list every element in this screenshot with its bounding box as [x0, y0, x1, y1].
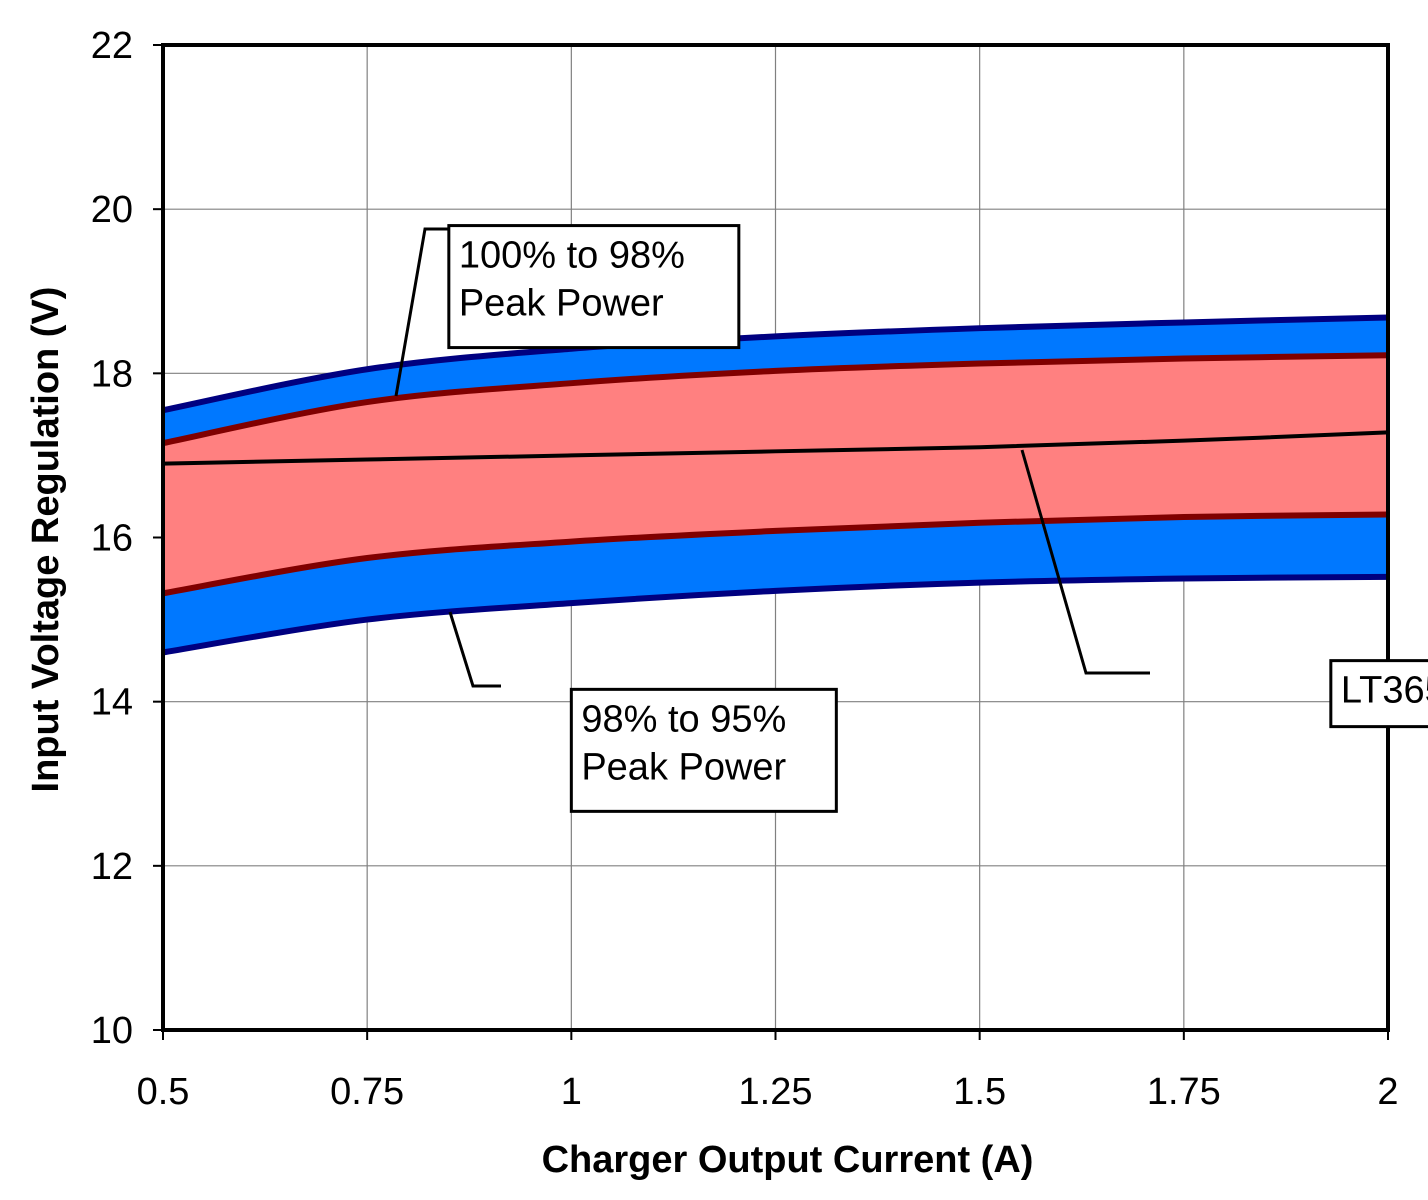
x-tick-label: 1.5: [953, 1071, 1006, 1113]
y-tick-label: 18: [91, 353, 133, 395]
annotation-text: LT3652: [1341, 670, 1428, 712]
y-tick-label: 12: [91, 846, 133, 888]
inner-band: [163, 355, 1388, 594]
annotation-text: Peak Power: [581, 746, 786, 788]
annotation-leader: [394, 227, 451, 397]
y-tick-label: 22: [91, 25, 133, 67]
annotation-text: 98% to 95%: [581, 698, 786, 740]
annotation-leader: [1020, 449, 1150, 675]
x-tick-label: 1.75: [1147, 1071, 1221, 1113]
x-tick-label: 1: [561, 1071, 582, 1113]
y-tick-label: 20: [91, 189, 133, 231]
annotation-1: 98% to 95% Peak Power: [448, 611, 838, 813]
annotation-text: Peak Power: [459, 283, 664, 325]
annotation-text: 100% to 98%: [459, 235, 685, 277]
y-tick-label: 14: [91, 682, 133, 724]
annotation-box: [447, 224, 741, 350]
series-line-inner-upper-bound: [162, 352, 1389, 447]
axis-ticks: 0.5 0.75 1 1.25 1.5 1.75 2 10 12 14 16 18 20 22: [91, 25, 1399, 1113]
series-line-outer-lower-bound: [162, 573, 1389, 656]
series-line-inner-lower-bound: [162, 511, 1389, 597]
annotation-box: [1329, 659, 1428, 729]
annotations: 100% to 98% Peak Power 98% to 95% Peak Powe…: [394, 224, 1428, 813]
y-tick-label: 10: [91, 1010, 133, 1052]
annotation-2: LT3652: [1020, 449, 1428, 729]
annotation-leader: [448, 611, 501, 688]
y-axis-title: Input Voltage Regulation (V): [25, 287, 67, 793]
y-tick-label: 16: [91, 518, 133, 560]
annotation-box: [569, 687, 838, 813]
bands: [163, 317, 1388, 653]
x-tick-label: 2: [1377, 1071, 1398, 1113]
x-tick-label: 1.25: [739, 1071, 813, 1113]
x-tick-label: 0.75: [330, 1071, 404, 1113]
series-line-center-line: [162, 430, 1389, 466]
series-lines: [162, 314, 1389, 656]
x-axis-title: Charger Output Current (A): [542, 1139, 1034, 1181]
annotation-0: 100% to 98% Peak Power: [394, 224, 741, 397]
x-tick-label: 0.5: [137, 1071, 190, 1113]
series-line-outer-upper-bound: [162, 314, 1389, 414]
